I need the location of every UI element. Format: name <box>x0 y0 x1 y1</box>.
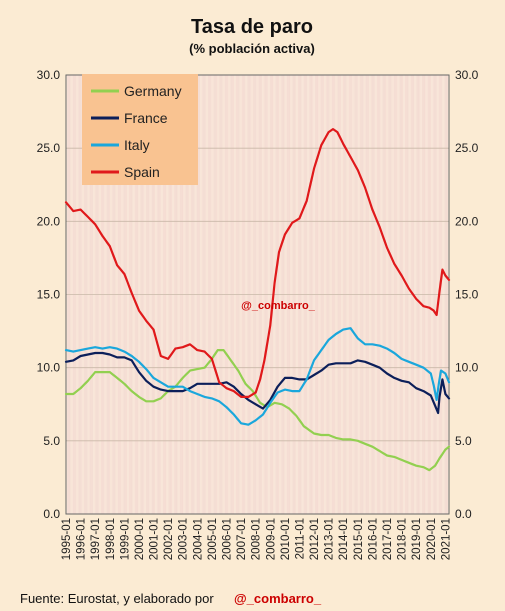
x-tick-label: 2003-01 <box>178 518 190 560</box>
x-tick-label: 1996-01 <box>76 518 88 560</box>
x-tick-label: 2019-01 <box>411 518 423 560</box>
x-tick-label: 1998-01 <box>105 518 117 560</box>
series-line-italy <box>64 327 451 426</box>
x-tick-label: 1999-01 <box>119 518 131 560</box>
y-tick-label-right: 15.0 <box>455 288 479 302</box>
y-tick-label-right: 5.0 <box>455 434 472 448</box>
x-tick-label: 2015-01 <box>353 518 365 560</box>
y-tick-label-left: 25.0 <box>37 141 61 155</box>
x-tick-label: 2005-01 <box>207 518 219 560</box>
x-tick-label: 2021-01 <box>440 518 452 560</box>
series-line-france <box>64 351 451 415</box>
x-tick-label: 2006-01 <box>221 518 233 560</box>
x-tick-label: 2010-01 <box>280 518 292 560</box>
x-tick-label: 2017-01 <box>382 518 394 560</box>
x-tick-label: 2012-01 <box>309 518 321 560</box>
x-tick-label: 2000-01 <box>134 518 146 560</box>
y-tick-label-right: 10.0 <box>455 361 479 375</box>
y-tick-label-right: 0.0 <box>455 507 472 521</box>
chart-title: Tasa de paro <box>191 16 313 38</box>
footer-author: @_combarro_ <box>234 591 322 606</box>
series-line-spain <box>64 128 451 398</box>
y-tick-label-left: 0.0 <box>43 507 60 521</box>
x-tick-label: 2018-01 <box>397 518 409 560</box>
y-tick-label-left: 30.0 <box>37 68 61 82</box>
x-tick-label: 2004-01 <box>192 518 204 560</box>
legend-label-spain: Spain <box>124 164 160 180</box>
y-tick-label-left: 5.0 <box>43 434 60 448</box>
y-tick-label-right: 30.0 <box>455 68 479 82</box>
y-tick-label-left: 15.0 <box>37 288 61 302</box>
series-line-germany <box>64 349 451 472</box>
x-tick-label: 2011-01 <box>294 518 306 559</box>
plot-frame <box>65 74 450 515</box>
y-tick-label-left: 20.0 <box>37 214 61 228</box>
x-tick-label: 2001-01 <box>149 518 161 560</box>
x-tick-label: 2020-01 <box>426 518 438 560</box>
y-tick-label-right: 25.0 <box>455 141 479 155</box>
legend-label-france: France <box>124 110 168 126</box>
x-tick-label: 2016-01 <box>367 518 379 560</box>
x-tick-label: 2008-01 <box>251 518 263 560</box>
x-tick-label: 2002-01 <box>163 518 175 560</box>
x-tick-label: 2013-01 <box>324 518 336 560</box>
legend-label-italy: Italy <box>124 137 150 153</box>
chart-subtitle: (% población activa) <box>189 41 315 56</box>
x-tick-label: 2014-01 <box>338 518 350 560</box>
x-tick-label: 2009-01 <box>265 518 277 560</box>
legend-label-germany: Germany <box>124 83 182 99</box>
x-tick-label: 1995-01 <box>61 518 73 560</box>
y-tick-label-right: 20.0 <box>455 214 479 228</box>
x-tick-label: 2007-01 <box>236 518 248 560</box>
x-tick-label: 1997-01 <box>90 518 102 560</box>
footer-source: Fuente: Eurostat, y elaborado por <box>20 591 214 606</box>
legend: Germany France Italy Spain <box>82 74 198 185</box>
y-tick-label-left: 10.0 <box>37 361 61 375</box>
watermark: @_combarro_ <box>241 300 316 312</box>
